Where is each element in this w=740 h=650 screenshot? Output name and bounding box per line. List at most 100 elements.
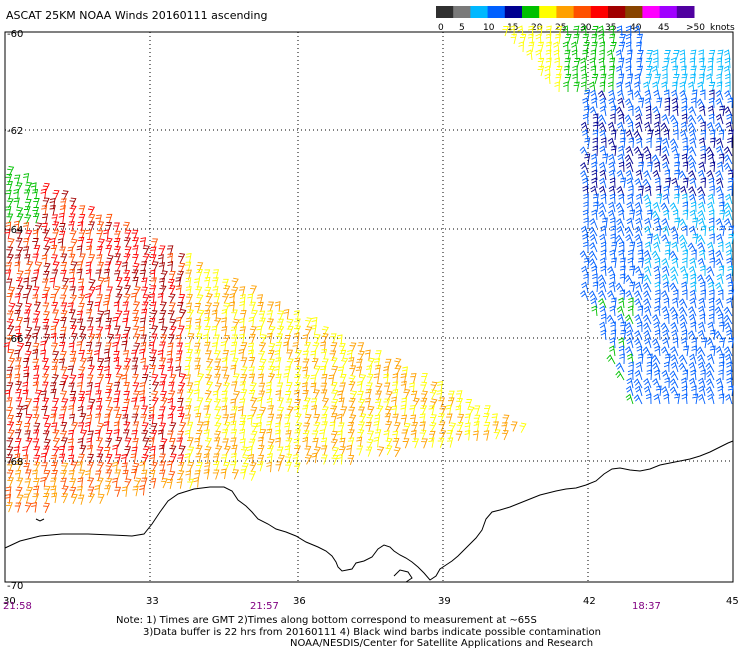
wind-barb: [321, 358, 329, 369]
wind-barb: [52, 309, 59, 320]
wind-barb: [276, 446, 284, 457]
wind-barb: [337, 390, 343, 402]
wind-barb: [212, 302, 220, 313]
wind-barb: [313, 365, 321, 376]
note-line-2: 3)Data buffer is 22 hrs from 20160111 4)…: [143, 627, 601, 638]
wind-barb: [670, 361, 679, 373]
wind-barb: [184, 342, 191, 353]
wind-barb: [669, 378, 679, 389]
wind-barb: [626, 337, 634, 349]
wind-barb: [673, 129, 679, 140]
wind-barb: [624, 226, 634, 237]
wind-barb: [655, 225, 661, 237]
wind-barb: [705, 146, 715, 157]
wind-barb: [565, 34, 572, 45]
wind-barb: [24, 334, 32, 345]
wind-barb: [231, 309, 238, 320]
wind-barb: [643, 193, 652, 205]
wind-barb: [718, 265, 725, 277]
wind-barb: [250, 285, 257, 296]
wind-barb: [311, 430, 319, 441]
wind-barb: [429, 430, 436, 441]
wind-barb: [313, 446, 322, 457]
wind-barb: [689, 57, 696, 69]
wind-barb: [114, 246, 121, 257]
wind-barb: [696, 98, 706, 109]
wind-barb: [599, 177, 607, 189]
wind-barb: [692, 233, 699, 245]
wind-barb: [448, 422, 457, 433]
wind-barb: [723, 306, 733, 317]
wind-barb: [607, 209, 616, 221]
wind-barb: [33, 213, 40, 224]
wind-barb: [635, 193, 643, 205]
wind-barb: [7, 166, 15, 177]
wind-barb: [14, 365, 21, 376]
wind-barb: [60, 366, 68, 377]
wind-barb: [654, 113, 661, 125]
wind-barb: [609, 57, 616, 69]
wind-barb: [186, 349, 194, 360]
wind-barb: [141, 277, 148, 288]
wind-barb: [708, 297, 715, 309]
wind-barb: [285, 398, 293, 409]
wind-barb: [600, 313, 607, 325]
colorbar-swatch: [539, 6, 557, 18]
wind-barb: [121, 374, 128, 385]
wind-barb: [705, 274, 715, 285]
wind-barb: [669, 370, 679, 381]
wind-barb: [246, 445, 253, 457]
wind-barb: [708, 177, 715, 189]
wind-barb: [643, 170, 652, 181]
wind-barb: [383, 398, 391, 409]
wind-barb: [5, 493, 12, 505]
wind-barb: [483, 430, 490, 441]
wind-barb: [34, 389, 42, 400]
wind-barb: [598, 209, 607, 221]
wind-barb: [6, 293, 14, 304]
wind-barb: [572, 73, 578, 85]
wind-barb: [697, 257, 706, 269]
wind-barb: [692, 393, 699, 405]
wind-barb: [696, 354, 706, 365]
wind-barb: [727, 97, 733, 109]
wind-barb: [715, 185, 724, 197]
wind-barb: [590, 185, 598, 197]
wind-barb: [49, 237, 56, 249]
wind-barb: [132, 405, 140, 416]
wind-barb: [634, 313, 643, 325]
wind-barb: [132, 262, 140, 274]
wind-barb: [41, 381, 49, 392]
wind-barb: [328, 374, 335, 385]
wind-barb: [689, 73, 696, 85]
wind-barb: [123, 269, 131, 280]
wind-barb: [277, 397, 284, 408]
wind-barb: [33, 461, 41, 472]
wind-barb: [680, 65, 687, 77]
wind-barb: [420, 381, 428, 392]
wind-barb: [681, 337, 688, 349]
wind-barb: [230, 326, 238, 337]
wind-barb: [58, 413, 65, 425]
wind-barb: [428, 437, 435, 448]
wind-barb: [96, 397, 103, 409]
wind-barb: [68, 221, 75, 232]
wind-barb: [68, 404, 75, 416]
wind-barb: [193, 406, 200, 417]
wind-barb: [13, 197, 20, 208]
wind-barb: [637, 153, 644, 165]
wind-barb: [32, 429, 40, 440]
wind-barb: [400, 373, 407, 384]
wind-barb: [159, 406, 166, 417]
wind-barb: [628, 361, 634, 373]
wind-barb: [113, 381, 121, 392]
wind-barb: [682, 145, 689, 157]
wind-barb: [572, 65, 578, 77]
wind-barb: [140, 334, 147, 345]
wind-barb: [293, 389, 300, 401]
wind-barb: [671, 241, 679, 253]
wind-barb: [717, 313, 724, 325]
wind-barb: [8, 357, 16, 368]
wind-barb: [115, 437, 123, 448]
wind-barb: [267, 318, 274, 329]
